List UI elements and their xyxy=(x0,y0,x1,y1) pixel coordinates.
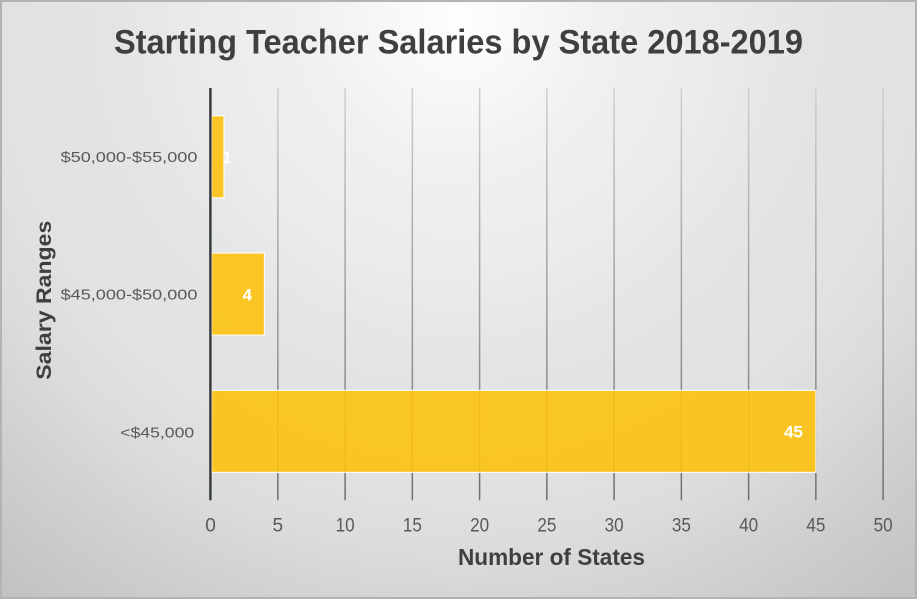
svg-text:45: 45 xyxy=(806,516,825,537)
svg-text:5: 5 xyxy=(273,516,284,537)
svg-text:35: 35 xyxy=(672,516,691,537)
svg-text:20: 20 xyxy=(470,516,489,537)
svg-text:1: 1 xyxy=(222,148,231,167)
svg-text:Number of States: Number of States xyxy=(458,544,645,570)
svg-text:15: 15 xyxy=(403,516,422,537)
svg-text:45: 45 xyxy=(784,423,803,442)
svg-text:$50,000-$55,000: $50,000-$55,000 xyxy=(61,149,198,166)
svg-text:Starting Teacher Salaries by S: Starting Teacher Salaries by State 2018-… xyxy=(114,23,803,61)
svg-text:<$45,000: <$45,000 xyxy=(120,425,194,442)
svg-text:$45,000-$50,000: $45,000-$50,000 xyxy=(61,286,198,303)
svg-text:0: 0 xyxy=(205,516,216,537)
svg-text:30: 30 xyxy=(605,516,624,537)
svg-text:Salary Ranges: Salary Ranges xyxy=(33,221,56,380)
svg-text:25: 25 xyxy=(537,516,556,537)
svg-text:40: 40 xyxy=(739,516,758,537)
svg-text:4: 4 xyxy=(243,285,253,304)
svg-text:50: 50 xyxy=(874,516,893,537)
svg-text:10: 10 xyxy=(336,516,355,537)
